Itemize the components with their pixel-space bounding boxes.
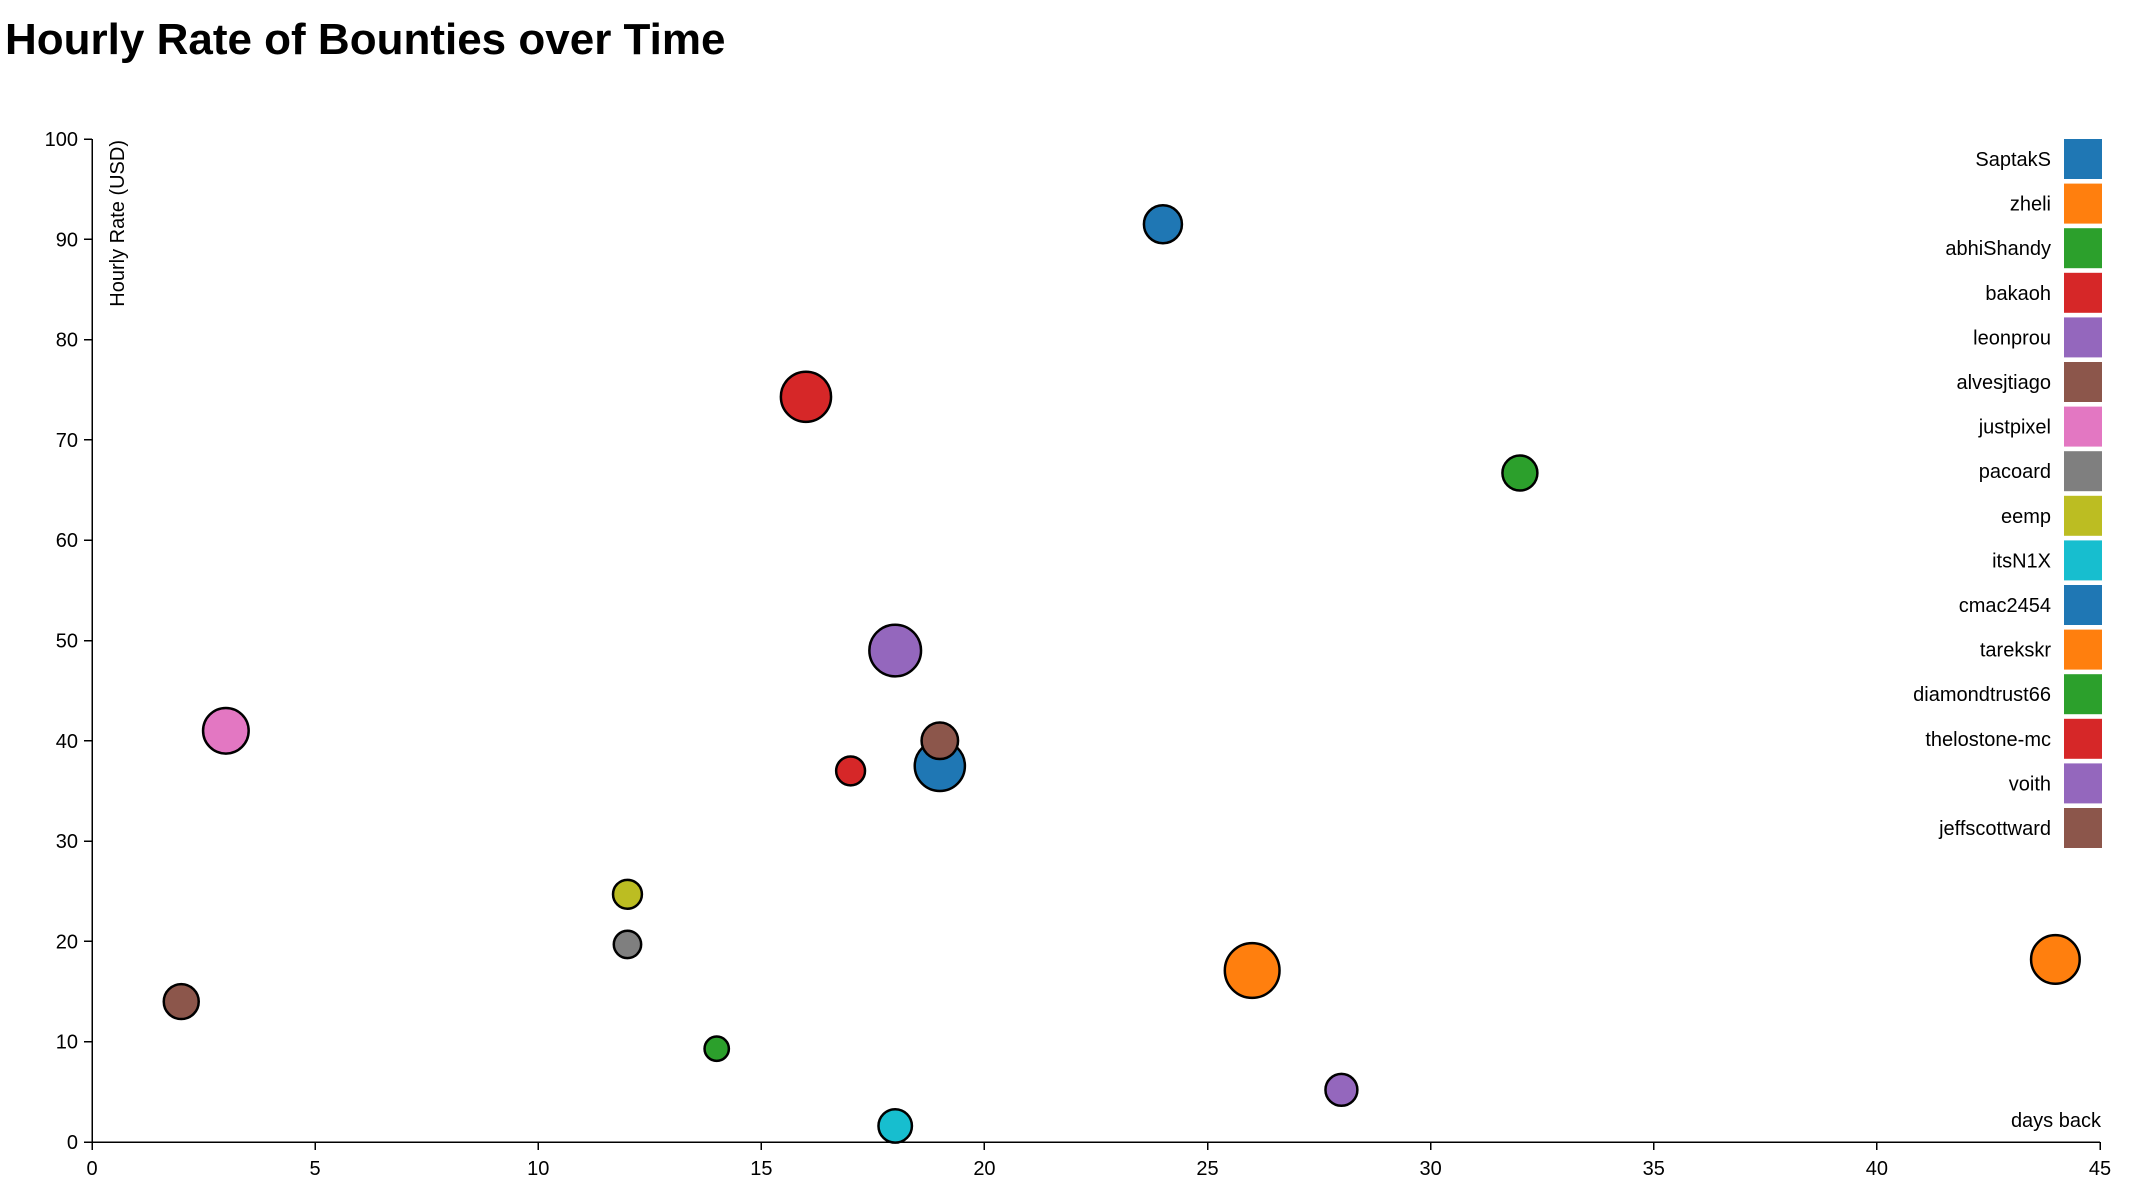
legend-swatch [2064, 139, 2102, 179]
legend-item[interactable]: tarekskr [1980, 629, 2102, 670]
legend-label: itsN1X [1992, 550, 2051, 572]
legend-swatch [2064, 763, 2102, 804]
bubble-layer [162, 204, 2081, 1144]
legend-item[interactable]: cmac2454 [1959, 585, 2102, 625]
y-tick-label: 50 [56, 631, 78, 653]
y-tick-label: 80 [56, 330, 78, 352]
legend-item[interactable]: diamondtrust66 [1913, 674, 2102, 715]
legend-swatch [2064, 540, 2102, 581]
legend-swatch [2064, 272, 2102, 313]
x-tick-label: 35 [1643, 1158, 1665, 1180]
legend-swatch [2064, 406, 2102, 447]
x-axis-label: days back [2011, 1110, 2102, 1132]
legend-swatch [2064, 183, 2102, 224]
bubble-point[interactable] [1324, 1072, 1359, 1108]
bubble-point[interactable] [1142, 204, 1184, 245]
legend-item[interactable]: bakaoh [1985, 272, 2102, 313]
legend-item[interactable]: alvesjtiago [1956, 362, 2102, 402]
legend-label: voith [2009, 773, 2051, 795]
legend-label: justpixel [1978, 417, 2051, 439]
x-tick-label: 5 [310, 1158, 321, 1180]
y-tick-label: 100 [45, 129, 78, 151]
bubble-point[interactable] [703, 1035, 731, 1063]
legend-item[interactable]: itsN1X [1992, 540, 2102, 581]
legend-item[interactable]: justpixel [1978, 406, 2102, 447]
y-tick-label: 20 [56, 931, 78, 953]
x-tick-label: 30 [1420, 1158, 1442, 1180]
legend-label: abhiShandy [1945, 238, 2051, 260]
legend-swatch [2064, 317, 2102, 358]
legend-swatch [2064, 808, 2102, 848]
legend-swatch [2064, 228, 2102, 269]
legend-label: eemp [2001, 506, 2051, 528]
y-axis: 0 10 20 30 40 50 60 70 80 90 100 [45, 129, 93, 1154]
legend-swatch [2064, 585, 2102, 625]
legend-swatch [2064, 718, 2102, 759]
legend-item[interactable]: leonprou [1973, 317, 2102, 358]
y-tick-label: 70 [56, 430, 78, 452]
legend-label: bakaoh [1985, 283, 2051, 305]
y-tick-label: 0 [67, 1132, 78, 1154]
x-tick-label: 25 [1196, 1158, 1218, 1180]
legend-item[interactable]: zheli [2010, 183, 2102, 224]
x-tick-label: 15 [750, 1158, 772, 1180]
legend: SaptakS zheli abhiShandy bakaoh leonprou alve… [1913, 139, 2102, 848]
legend-item[interactable]: eemp [2001, 495, 2102, 536]
legend-item[interactable]: thelostone-mc [1925, 718, 2102, 759]
bubble-point[interactable] [868, 623, 923, 678]
legend-item[interactable]: pacoard [1979, 451, 2102, 492]
legend-swatch [2064, 451, 2102, 492]
bubble-point[interactable] [920, 721, 960, 761]
legend-swatch [2064, 629, 2102, 670]
legend-item[interactable]: voith [2009, 763, 2102, 804]
x-tick-label: 45 [2089, 1158, 2111, 1180]
legend-label: thelostone-mc [1925, 729, 2051, 751]
bubble-point[interactable] [1501, 454, 1539, 492]
legend-label: alvesjtiago [1956, 372, 2051, 394]
y-tick-label: 90 [56, 229, 78, 251]
x-tick-label: 20 [973, 1158, 995, 1180]
bubble-point[interactable] [612, 929, 643, 960]
y-axis-label: Hourly Rate (USD) [107, 140, 129, 307]
legend-label: tarekskr [1980, 640, 2051, 662]
x-axis: 0 5 10 15 20 25 30 35 40 45 [86, 1141, 2111, 1180]
y-tick-label: 10 [56, 1032, 78, 1054]
bubble-point[interactable] [2029, 933, 2081, 986]
legend-label: zheli [2010, 194, 2051, 216]
legend-swatch [2064, 674, 2102, 715]
legend-label: leonprou [1973, 327, 2051, 349]
legend-label: diamondtrust66 [1913, 684, 2051, 706]
legend-item[interactable]: abhiShandy [1945, 228, 2102, 269]
bubble-point[interactable] [201, 706, 250, 755]
bubble-point[interactable] [779, 370, 833, 424]
y-tick-label: 40 [56, 731, 78, 753]
chart-title: Hourly Rate of Bounties over Time [5, 15, 726, 64]
bubble-point[interactable] [1223, 941, 1281, 1000]
legend-item[interactable]: jeffscottward [1938, 808, 2102, 848]
legend-item[interactable]: SaptakS [1975, 139, 2102, 179]
x-tick-label: 10 [527, 1158, 549, 1180]
legend-swatch [2064, 362, 2102, 402]
bubble-point[interactable] [877, 1107, 914, 1144]
y-tick-label: 60 [56, 530, 78, 552]
legend-swatch [2064, 495, 2102, 536]
bubble-point[interactable] [162, 982, 200, 1021]
bubble-point[interactable] [834, 755, 867, 787]
x-tick-label: 40 [1866, 1158, 1888, 1180]
legend-label: jeffscottward [1938, 818, 2051, 840]
legend-label: cmac2454 [1959, 595, 2051, 617]
legend-label: SaptakS [1975, 149, 2051, 171]
x-tick-label: 0 [86, 1158, 97, 1180]
y-tick-label: 30 [56, 831, 78, 853]
bubble-point[interactable] [611, 878, 644, 910]
legend-label: pacoard [1979, 461, 2051, 483]
